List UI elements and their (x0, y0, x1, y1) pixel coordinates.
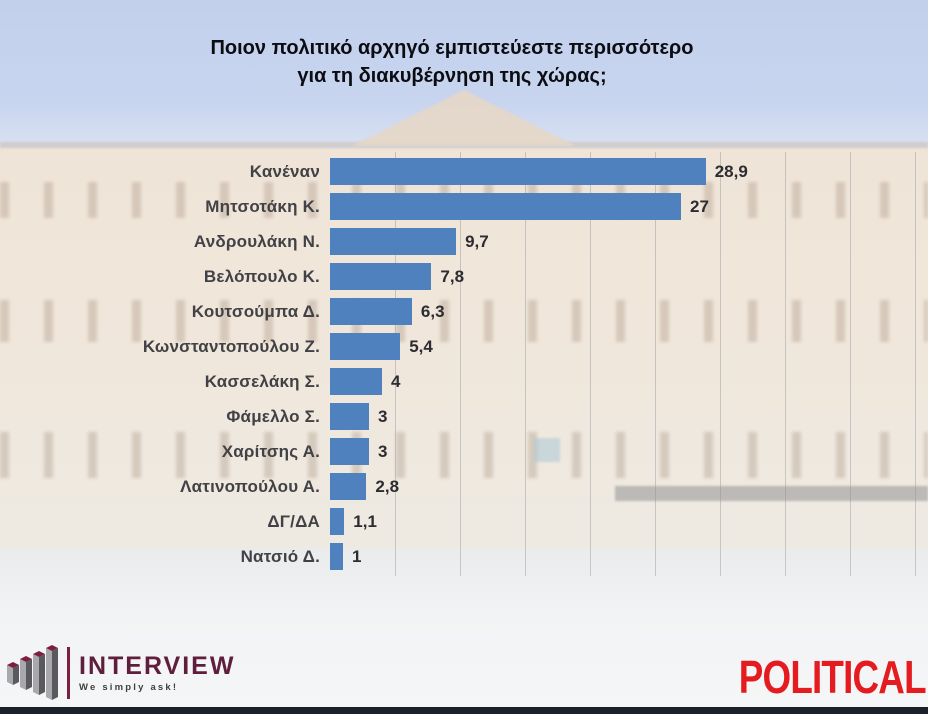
chart-row: Ανδρουλάκη Ν. 9,7 (0, 224, 928, 259)
bar (330, 298, 412, 325)
chart-row: Κουτσούμπα Δ. 6,3 (0, 294, 928, 329)
category-label: Κουτσούμπα Δ. (191, 301, 320, 321)
value-label: 1 (352, 546, 362, 566)
value-label: 4 (391, 371, 401, 391)
gridline (460, 152, 461, 576)
bar (330, 158, 706, 185)
gridline (850, 152, 851, 576)
chart-row: Νατσιό Δ. 1 (0, 539, 928, 574)
value-label: 3 (378, 441, 388, 461)
bar (330, 403, 369, 430)
category-label: Κανέναν (249, 161, 320, 181)
bar (330, 193, 681, 220)
interview-logo: INTERVIEW We simply ask! (6, 642, 235, 704)
category-label: Κασσελάκη Σ. (204, 371, 320, 391)
chart-title-line1: Ποιον πολιτικό αρχηγό εμπιστεύεστε περισ… (210, 37, 694, 59)
gridline (525, 152, 526, 576)
gridlines (330, 152, 916, 576)
interview-bars-icon (7, 645, 58, 700)
bar (330, 543, 343, 570)
value-label: 27 (690, 196, 709, 216)
chart-row: Κασσελάκη Σ. 4 (0, 364, 928, 399)
category-label: Κωνσταντοπούλου Ζ. (142, 336, 320, 356)
bar (330, 368, 382, 395)
bar (330, 333, 401, 360)
category-label: Χαρίτσης Α. (221, 441, 320, 461)
bar (330, 228, 457, 255)
chart-row: ΔΓ/ΔΑ 1,1 (0, 504, 928, 539)
gridline (655, 152, 656, 576)
logo-divider (67, 647, 70, 699)
interview-logo-tagline: We simply ask! (79, 682, 179, 693)
gridline (395, 152, 396, 576)
chart-rows: Κανέναν 28,9 Μητσοτάκη Κ. 27 Ανδρουλάκη Ν. 9,… (0, 154, 928, 574)
bottom-dark-strip (0, 707, 928, 714)
chart-title: Ποιον πολιτικό αρχηγό εμπιστεύεστε περισ… (0, 34, 904, 90)
value-label: 7,8 (440, 266, 465, 286)
value-label: 6,3 (420, 301, 445, 321)
gridline (590, 152, 591, 576)
sentry-box (534, 438, 560, 462)
foreground-plaza (0, 548, 928, 707)
bar (330, 508, 345, 535)
chart-row: Λατινοπούλου Α. 2,8 (0, 469, 928, 504)
chart-row: Κωνσταντοπούλου Ζ. 5,4 (0, 329, 928, 364)
building-window-row (0, 300, 928, 342)
political-logo: POLITICAL (738, 651, 927, 703)
building-window-row (0, 432, 928, 478)
value-label: 28,9 (714, 161, 748, 181)
gridline (720, 152, 721, 576)
category-label: Μητσοτάκη Κ. (205, 196, 320, 216)
chart-row: Κανέναν 28,9 (0, 154, 928, 189)
category-label: Ανδρουλάκη Ν. (193, 231, 320, 251)
value-label: 2,8 (375, 476, 400, 496)
interview-logo-text: INTERVIEW (79, 652, 236, 680)
value-label: 5,4 (409, 336, 433, 356)
chart-row: Χαρίτσης Α. 3 (0, 434, 928, 469)
front-wall-band (615, 486, 928, 501)
category-label: Νατσιό Δ. (240, 546, 320, 566)
value-label: 9,7 (465, 231, 489, 251)
value-label: 1,1 (353, 511, 377, 531)
bar (330, 263, 432, 290)
category-label: Βελόπουλο Κ. (203, 266, 320, 286)
building-pediment (352, 90, 576, 146)
category-label: Λατινοπούλου Α. (180, 476, 320, 496)
chart-title-line2: για τη διακυβέρνηση της χώρας; (297, 65, 607, 87)
value-label: 3 (378, 406, 388, 426)
gridline (915, 152, 916, 576)
chart-row: Μητσοτάκη Κ. 27 (0, 189, 928, 224)
bar (330, 473, 367, 500)
category-label: ΔΓ/ΔΑ (267, 511, 320, 531)
bar (330, 438, 369, 465)
gridline (785, 152, 786, 576)
category-label: Φάμελλο Σ. (226, 406, 320, 426)
chart-row: Φάμελλο Σ. 3 (0, 399, 928, 434)
chart-row: Βελόπουλο Κ. 7,8 (0, 259, 928, 294)
